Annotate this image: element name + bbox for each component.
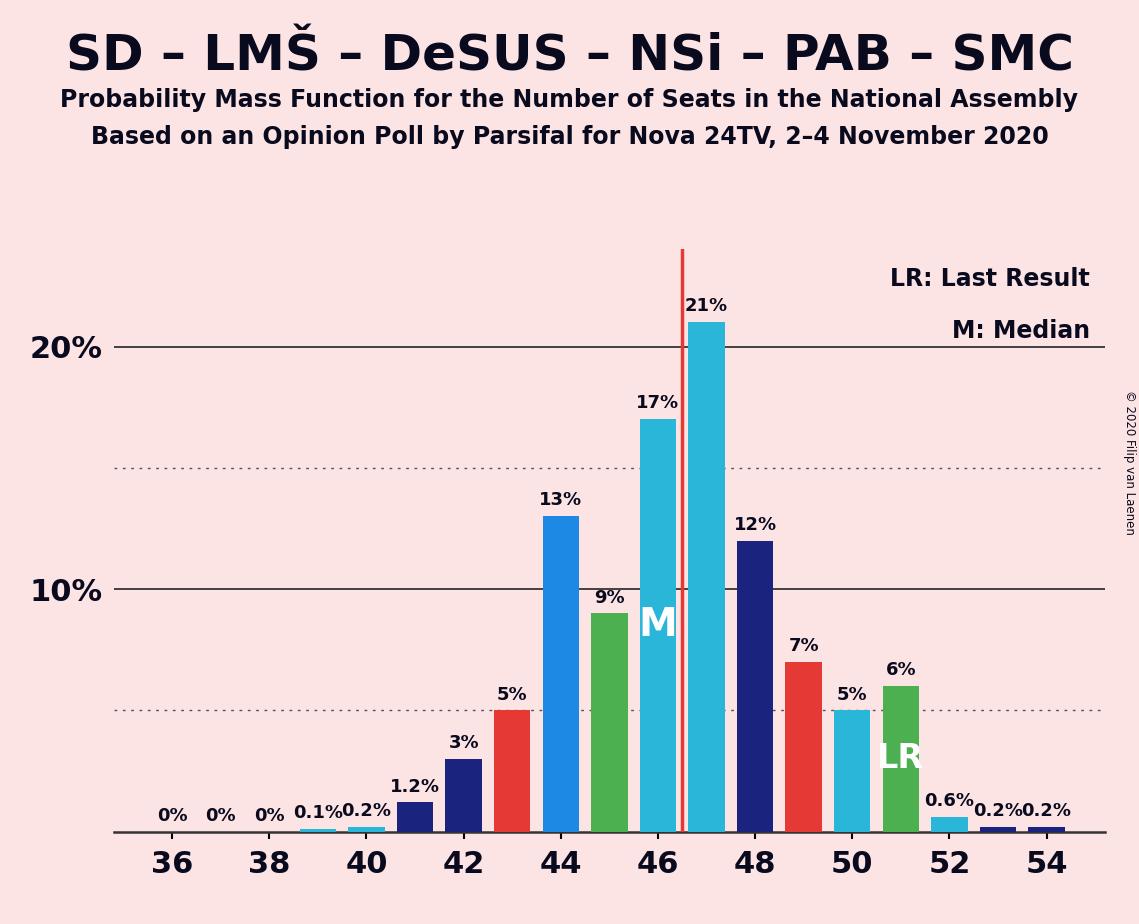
Text: Based on an Opinion Poll by Parsifal for Nova 24TV, 2–4 November 2020: Based on an Opinion Poll by Parsifal for… (91, 125, 1048, 149)
Text: 1.2%: 1.2% (390, 778, 440, 796)
Text: 0.6%: 0.6% (925, 792, 974, 810)
Text: 0.2%: 0.2% (1022, 802, 1072, 820)
Text: 0%: 0% (254, 807, 285, 825)
Text: 17%: 17% (637, 395, 680, 412)
Bar (688, 322, 724, 832)
Text: 12%: 12% (734, 516, 777, 534)
Bar (883, 686, 919, 832)
Bar (640, 419, 677, 832)
Text: 5%: 5% (497, 686, 527, 703)
Text: 13%: 13% (539, 492, 582, 509)
Bar (786, 662, 822, 832)
Bar (300, 829, 336, 832)
Text: LR: Last Result: LR: Last Result (891, 267, 1090, 291)
Bar (445, 759, 482, 832)
Bar (1029, 827, 1065, 832)
Text: 0.2%: 0.2% (973, 802, 1023, 820)
Text: 7%: 7% (788, 637, 819, 655)
Text: M: M (639, 606, 678, 644)
Text: 0.1%: 0.1% (293, 805, 343, 822)
Text: Probability Mass Function for the Number of Seats in the National Assembly: Probability Mass Function for the Number… (60, 88, 1079, 112)
Text: 5%: 5% (837, 686, 868, 703)
Text: © 2020 Filip van Laenen: © 2020 Filip van Laenen (1123, 390, 1136, 534)
Text: 9%: 9% (595, 589, 624, 606)
Text: LR: LR (877, 742, 925, 775)
Bar (737, 541, 773, 832)
Bar (494, 711, 531, 832)
Text: 0%: 0% (205, 807, 236, 825)
Text: 21%: 21% (685, 298, 728, 315)
Text: 3%: 3% (449, 734, 480, 752)
Text: 0%: 0% (157, 807, 188, 825)
Bar (932, 817, 968, 832)
Bar (396, 802, 433, 832)
Bar (349, 827, 385, 832)
Text: SD – LMŠ – DeSUS – NSi – PAB – SMC: SD – LMŠ – DeSUS – NSi – PAB – SMC (66, 32, 1073, 80)
Text: 6%: 6% (885, 662, 916, 679)
Bar (980, 827, 1016, 832)
Text: M: Median: M: Median (952, 320, 1090, 344)
Bar (591, 614, 628, 832)
Bar (834, 711, 870, 832)
Text: 0.2%: 0.2% (342, 802, 392, 820)
Bar (542, 517, 579, 832)
